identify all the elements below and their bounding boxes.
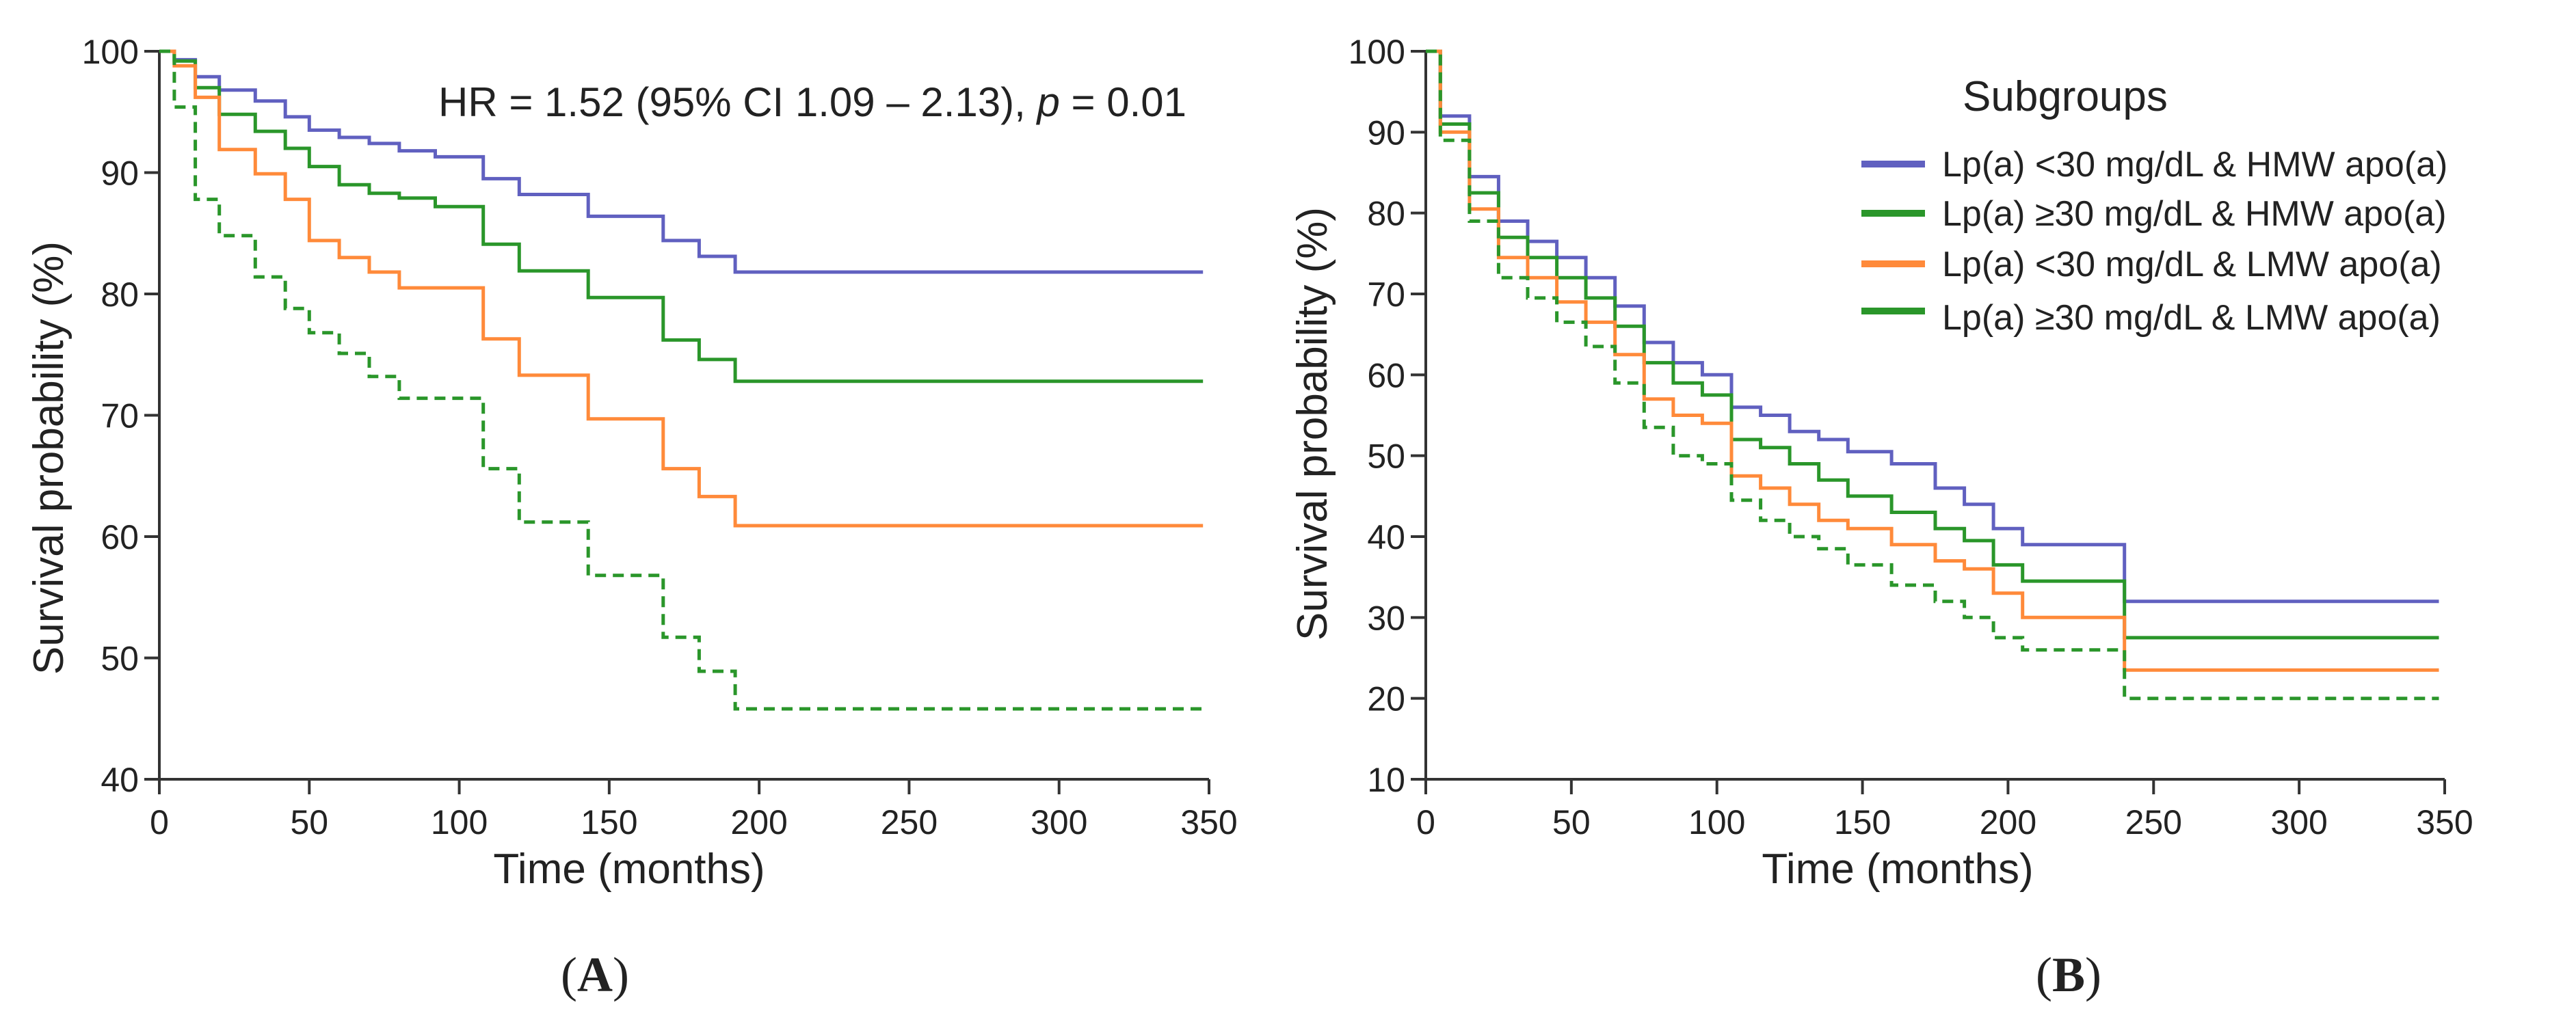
panel-a-y-tick-label: 90: [101, 154, 139, 193]
legend-title: Subgroups: [1963, 73, 2168, 120]
panel-a-hazard-ratio-annotation: HR = 1.52 (95% CI 1.09 – 2.13), p = 0.01: [438, 79, 1186, 125]
panel-a-y-tick-label: 100: [82, 33, 139, 71]
panel-a-x-tick-label: 200: [730, 803, 787, 841]
panel-b-axes: 0 50 100 150 200 250 300 350 10 20 30 40 50 60 70 80 90 1…: [1349, 33, 2473, 841]
panel-a-x-tick-label: 0: [150, 803, 169, 841]
panel-b-y-tick-label: 20: [1367, 680, 1405, 718]
panel-b-label-letter: B: [2052, 947, 2085, 1002]
panel-a-y-tick-label: 60: [101, 518, 139, 556]
panel-a-x-tick-label: 250: [881, 803, 938, 841]
panel-b-y-tick-label: 30: [1367, 599, 1405, 637]
panel-b-x-tick-label: 100: [1688, 803, 1745, 841]
panel-b-y-tick-label: 100: [1349, 33, 1405, 71]
panel-a-y-tick-label: 80: [101, 275, 139, 314]
panel-a-series-line-1: [159, 49, 1204, 274]
panel-b-label: (B): [2036, 947, 2101, 1002]
panel-a-x-tick-label: 100: [431, 803, 488, 841]
panel-a-label-letter: A: [577, 947, 613, 1002]
panel-a-x-tick-label: 150: [581, 803, 637, 841]
panel-b-y-tick-label: 10: [1367, 761, 1405, 799]
panel-a: 0 50 100 150 200 250 300 350 40 50 60 70 80 90 100 Tim…: [25, 33, 1238, 1002]
panel-a-y-tick-label: 70: [101, 397, 139, 435]
legend-entry-3: Lp(a) <30 mg/dL & LMW apo(a): [1942, 245, 2442, 284]
panel-a-axes: 0 50 100 150 200 250 300 350 40 50 60 70 80 90 100: [82, 33, 1238, 841]
panel-b-y-tick-label: 60: [1367, 356, 1405, 394]
panel-b-series: [1426, 49, 2439, 701]
panel-a-series-line-4: [159, 49, 1204, 711]
panel-b-x-tick-label: 150: [1834, 803, 1891, 841]
panel-b-series-line-2: [1426, 49, 2439, 640]
panel-a-y-tick-label: 40: [101, 761, 139, 799]
panel-a-y-axis-label: Survival probability (%): [25, 241, 72, 675]
panel-b-x-tick-label: 200: [1980, 803, 2036, 841]
legend-entry-1: Lp(a) <30 mg/dL & HMW apo(a): [1942, 145, 2447, 185]
panel-b-y-tick-label: 40: [1367, 518, 1405, 556]
panel-a-annotation-p: p: [1035, 79, 1059, 125]
panel-a-annotation-suffix: = 0.01: [1060, 79, 1186, 125]
panel-b-y-tick-label: 80: [1367, 195, 1405, 233]
panel-a-x-tick-label: 300: [1031, 803, 1087, 841]
panel-b: 0 50 100 150 200 250 300 350 10 20 30 40 50 60 70 80 90 1…: [1289, 33, 2473, 1002]
panel-b-x-tick-label: 250: [2125, 803, 2182, 841]
panel-b-series-line-3: [1426, 49, 2439, 672]
panel-b-x-tick-label: 350: [2416, 803, 2473, 841]
panel-a-label: (A): [561, 947, 629, 1002]
legend-entry-4: Lp(a) ≥30 mg/dL & LMW apo(a): [1942, 298, 2441, 338]
panel-b-y-tick-label: 50: [1367, 437, 1405, 476]
panel-b-x-tick-label: 50: [1552, 803, 1591, 841]
panel-a-x-tick-label: 350: [1180, 803, 1237, 841]
legend-entry-2: Lp(a) ≥30 mg/dL & HMW apo(a): [1942, 194, 2447, 234]
panel-b-y-tick-label: 70: [1367, 275, 1405, 314]
panel-b-legend: Subgroups Lp(a) <30 mg/dL & HMW apo(a) L…: [1861, 73, 2447, 338]
panel-b-x-tick-label: 0: [1416, 803, 1435, 841]
panel-a-annotation-prefix: HR = 1.52 (95% CI 1.09 – 2.13),: [438, 79, 1037, 125]
panel-a-series-line-3: [159, 49, 1204, 528]
panel-b-x-axis-label: Time (months): [1762, 846, 2033, 893]
panel-b-y-axis-label: Survival probability (%): [1289, 207, 1336, 641]
panel-b-series-line-1: [1426, 49, 2439, 604]
panel-a-series: [159, 49, 1204, 711]
panel-b-y-tick-label: 90: [1367, 113, 1405, 152]
panel-b-x-tick-label: 300: [2270, 803, 2327, 841]
panel-a-y-tick-label: 50: [101, 640, 139, 678]
panel-b-series-line-4: [1426, 49, 2439, 701]
panel-a-x-axis-label: Time (months): [493, 846, 765, 893]
panel-a-x-tick-label: 50: [290, 803, 328, 841]
